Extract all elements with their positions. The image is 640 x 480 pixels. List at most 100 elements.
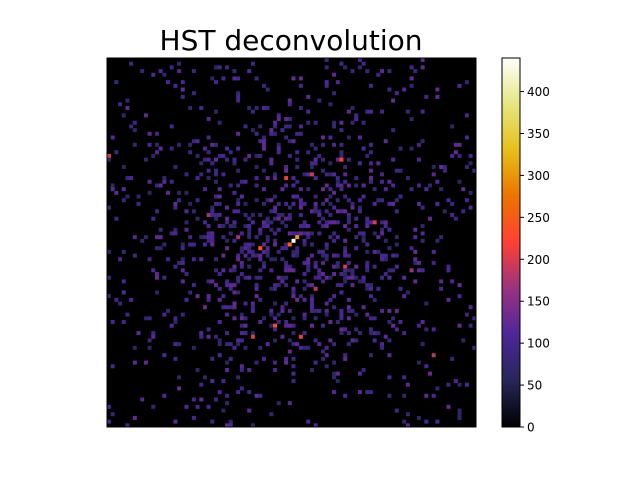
heatmap-cell bbox=[261, 260, 266, 265]
heatmap-cell bbox=[339, 272, 344, 277]
heatmap-cell bbox=[383, 224, 388, 229]
heatmap-cell bbox=[298, 294, 303, 299]
heatmap-cell bbox=[210, 242, 215, 247]
heatmap-cell bbox=[214, 201, 218, 206]
heatmap-cell bbox=[306, 419, 311, 424]
heatmap-cell bbox=[343, 65, 348, 70]
heatmap-cell bbox=[424, 301, 429, 306]
heatmap-cell bbox=[332, 190, 337, 195]
heatmap-cell bbox=[346, 109, 351, 114]
heatmap-cell bbox=[405, 382, 410, 387]
heatmap-cell bbox=[284, 183, 289, 188]
heatmap-cell bbox=[365, 264, 370, 269]
heatmap-cell bbox=[225, 393, 230, 398]
heatmap-cell bbox=[346, 275, 351, 280]
heatmap-cell bbox=[291, 238, 296, 243]
heatmap-cell bbox=[439, 279, 444, 284]
heatmap-cell bbox=[332, 238, 337, 243]
heatmap-cell bbox=[365, 242, 370, 247]
heatmap-cell bbox=[380, 345, 385, 350]
heatmap-cell bbox=[269, 268, 274, 273]
heatmap-cell bbox=[439, 286, 444, 291]
heatmap-cell bbox=[265, 246, 270, 251]
heatmap-cell bbox=[269, 257, 274, 262]
heatmap-cell bbox=[273, 301, 278, 306]
heatmap-cell bbox=[177, 142, 182, 147]
heatmap-cell bbox=[453, 150, 458, 155]
heatmap-cell bbox=[372, 231, 377, 236]
heatmap-cell bbox=[424, 393, 429, 398]
heatmap-cell bbox=[457, 142, 462, 147]
heatmap-cell bbox=[464, 382, 469, 387]
heatmap-cell bbox=[202, 220, 207, 225]
heatmap-cell bbox=[173, 201, 178, 206]
heatmap-cell bbox=[191, 139, 196, 144]
heatmap-cell bbox=[394, 198, 399, 203]
heatmap-cell bbox=[195, 198, 200, 203]
heatmap-cell bbox=[225, 157, 230, 162]
heatmap-cell bbox=[184, 172, 189, 177]
heatmap-cell bbox=[361, 279, 366, 284]
heatmap-cell bbox=[151, 404, 156, 409]
heatmap-cell bbox=[298, 198, 303, 203]
heatmap-cell bbox=[416, 323, 421, 328]
heatmap-cell bbox=[184, 272, 189, 277]
heatmap-cell bbox=[428, 371, 433, 376]
heatmap-cell bbox=[195, 153, 200, 158]
heatmap-cell bbox=[169, 231, 174, 236]
heatmap-cell bbox=[343, 272, 348, 277]
heatmap-cell bbox=[472, 316, 477, 321]
heatmap-cell bbox=[284, 360, 289, 365]
heatmap-cell bbox=[442, 209, 447, 214]
heatmap-cell bbox=[435, 419, 440, 424]
heatmap-cell bbox=[210, 279, 215, 284]
heatmap-cell bbox=[273, 231, 278, 236]
heatmap-cell bbox=[464, 80, 469, 85]
heatmap-cell bbox=[343, 172, 348, 177]
heatmap-cell bbox=[391, 128, 396, 133]
heatmap-cell bbox=[324, 312, 329, 317]
heatmap-cell bbox=[309, 242, 314, 247]
heatmap-cell bbox=[405, 423, 410, 428]
heatmap-cell bbox=[372, 338, 377, 343]
heatmap-cell bbox=[453, 379, 458, 384]
heatmap-cell bbox=[254, 198, 259, 203]
heatmap-cell bbox=[125, 98, 130, 103]
heatmap-cell bbox=[228, 150, 233, 155]
heatmap-cell bbox=[243, 242, 248, 247]
heatmap-cell bbox=[228, 224, 233, 229]
heatmap-cell bbox=[180, 279, 185, 284]
heatmap-cell bbox=[339, 128, 344, 133]
heatmap-cell bbox=[291, 268, 296, 273]
heatmap-cell bbox=[195, 216, 200, 221]
heatmap-cell bbox=[291, 183, 296, 188]
heatmap-cell bbox=[280, 220, 285, 225]
heatmap-cell bbox=[173, 205, 178, 210]
heatmap-cell bbox=[221, 268, 226, 273]
heatmap-cell bbox=[217, 153, 222, 158]
heatmap-cell bbox=[394, 235, 399, 240]
heatmap-cell bbox=[339, 331, 344, 336]
heatmap-cell bbox=[247, 246, 252, 251]
heatmap-cell bbox=[365, 153, 370, 158]
heatmap-cell bbox=[461, 338, 466, 343]
heatmap-cell bbox=[343, 264, 348, 269]
heatmap-cell bbox=[365, 286, 370, 291]
heatmap-cell bbox=[291, 176, 296, 181]
heatmap-cell bbox=[269, 131, 274, 136]
heatmap-cell bbox=[284, 117, 289, 122]
heatmap-cell bbox=[439, 187, 444, 192]
heatmap-cell bbox=[225, 216, 230, 221]
heatmap-cell bbox=[214, 283, 218, 288]
heatmap-cell bbox=[206, 235, 211, 240]
heatmap-cell bbox=[402, 375, 407, 380]
heatmap-cell bbox=[107, 249, 111, 254]
heatmap-cell bbox=[243, 224, 248, 229]
heatmap-cell bbox=[302, 220, 307, 225]
heatmap-cell bbox=[214, 142, 218, 147]
heatmap-cell bbox=[324, 80, 329, 85]
heatmap-cell bbox=[225, 401, 230, 406]
heatmap-cell bbox=[435, 238, 440, 243]
heatmap-cell bbox=[287, 102, 292, 107]
heatmap-cell bbox=[280, 187, 285, 192]
